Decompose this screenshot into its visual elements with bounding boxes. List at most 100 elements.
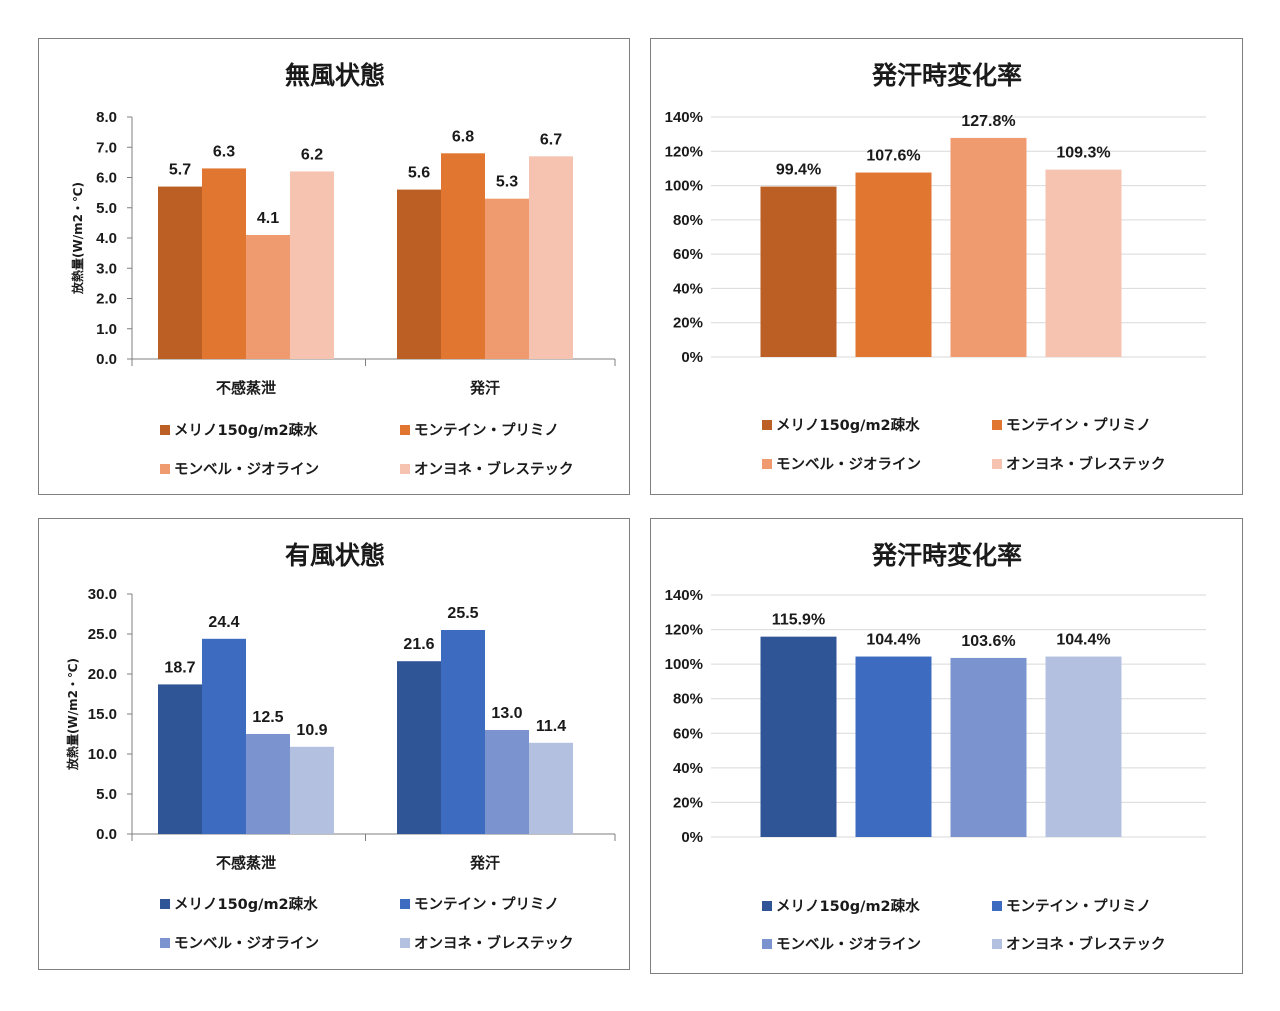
legend-label: モンテイン・プリミノ [414, 422, 559, 439]
legend-swatch [762, 459, 772, 469]
legend-swatch [992, 420, 1002, 430]
y-tick-label: 2.0 [96, 291, 117, 308]
y-tick-label: 80% [673, 212, 703, 229]
bar [760, 186, 837, 357]
chart-panel-windless: 無風状態 0.0 1.0 2.0 3.0 4.0 5.0 6.0 7.0 8.0 放熱量(W/m2・… [38, 38, 630, 495]
bar [441, 153, 485, 359]
y-tick-label: 40% [673, 760, 703, 777]
y-axis-label: 放熱量(W/m2・℃) [65, 658, 80, 771]
data-label: 6.3 [213, 143, 235, 160]
legend-swatch [160, 464, 170, 474]
y-tick-label: 80% [673, 691, 703, 708]
data-label: 24.4 [208, 614, 239, 631]
legend-label: モンテイン・プリミノ [1006, 898, 1151, 915]
legend-swatch [400, 938, 410, 948]
legend-swatch [160, 899, 170, 909]
data-label: 5.6 [408, 165, 430, 182]
data-label: 107.6% [866, 148, 920, 165]
data-label: 13.0 [491, 705, 522, 722]
legend-label: メリノ150g/m2疎水 [174, 421, 318, 439]
data-label: 115.9% [772, 612, 825, 629]
y-tick-label: 140% [665, 587, 703, 604]
chart-panel-sweat-ratio-orange: 発汗時変化率 0% 20% 40% 60% 80% 100% 120% 140% 99.4% 107… [650, 38, 1243, 495]
y-tick-label: 10.0 [88, 746, 117, 763]
chart-title: 有風状態 [285, 541, 385, 570]
data-label: 18.7 [164, 659, 195, 676]
legend-swatch [762, 901, 772, 911]
legend-label: オンヨネ・ブレステック [414, 934, 574, 952]
legend-label: オンヨネ・ブレステック [1006, 935, 1166, 953]
data-label: 11.4 [536, 718, 566, 735]
y-tick-label: 0.0 [96, 826, 117, 843]
y-tick-label: 6.0 [96, 170, 117, 187]
bar [158, 186, 202, 359]
legend-label: モンベル・ジオライン [776, 456, 921, 473]
legend-swatch [400, 899, 410, 909]
legend-label: モンテイン・プリミノ [414, 896, 559, 913]
x-category-label: 発汗 [469, 854, 500, 872]
legend-swatch [400, 464, 410, 474]
legend-swatch [160, 938, 170, 948]
y-tick-label: 20.0 [88, 666, 117, 683]
y-tick-label: 1.0 [96, 321, 117, 338]
data-label: 109.3% [1056, 145, 1110, 162]
y-tick-label: 0% [681, 349, 703, 366]
legend-label: メリノ150g/m2疎水 [174, 895, 318, 913]
y-tick-label: 60% [673, 246, 703, 263]
y-tick-label: 120% [665, 622, 703, 639]
x-category-label: 不感蒸泄 [216, 854, 276, 872]
data-label: 104.4% [866, 632, 920, 649]
legend-label: オンヨネ・ブレステック [1006, 455, 1166, 473]
y-tick-label: 15.0 [88, 706, 117, 723]
y-tick-label: 8.0 [96, 109, 117, 126]
y-tick-label: 30.0 [88, 586, 117, 603]
legend-swatch [400, 425, 410, 435]
y-tick-label: 0.0 [96, 351, 117, 368]
legend-swatch [762, 939, 772, 949]
legend-label: モンテイン・プリミノ [1006, 417, 1151, 434]
bar [855, 172, 932, 357]
y-tick-label: 3.0 [96, 260, 117, 277]
bar [950, 137, 1027, 357]
legend-label: オンヨネ・ブレステック [414, 460, 574, 478]
y-tick-label: 140% [665, 109, 703, 126]
y-tick-label: 40% [673, 280, 703, 297]
data-label: 6.2 [301, 146, 323, 163]
data-label: 5.7 [169, 162, 191, 179]
bar [760, 636, 837, 837]
data-label: 99.4% [776, 162, 821, 179]
x-category-label: 発汗 [469, 379, 500, 397]
bar [397, 661, 441, 834]
y-tick-label: 100% [665, 656, 703, 673]
bar [485, 730, 529, 834]
data-label: 5.3 [496, 174, 518, 191]
chart-sweat-change-rate-blue: 発汗時変化率 0% 20% 40% 60% 80% 100% 120% 140% 115.9% 10… [665, 541, 1206, 953]
y-tick-label: 100% [665, 178, 703, 195]
chart-windless-state: 無風状態 0.0 1.0 2.0 3.0 4.0 5.0 6.0 7.0 8.0 放熱量(W/m2・… [70, 61, 616, 478]
legend-label: モンベル・ジオライン [174, 935, 319, 952]
y-tick-label: 4.0 [96, 230, 117, 247]
x-category-label: 不感蒸泄 [216, 379, 276, 397]
data-label: 127.8% [961, 113, 1015, 130]
data-label: 25.5 [447, 605, 478, 622]
y-tick-label: 5.0 [96, 200, 117, 217]
y-tick-label: 20% [673, 794, 703, 811]
bar [1045, 169, 1122, 357]
legend-label: モンベル・ジオライン [776, 936, 921, 953]
legend-swatch [992, 901, 1002, 911]
data-label: 6.8 [452, 128, 474, 145]
y-tick-label: 25.0 [88, 626, 117, 643]
legend-swatch [992, 939, 1002, 949]
y-tick-label: 7.0 [96, 139, 117, 156]
legend-label: メリノ150g/m2疎水 [776, 897, 920, 915]
data-label: 103.6% [961, 633, 1015, 650]
bar [290, 746, 334, 834]
bar [246, 734, 290, 834]
legend-swatch [992, 459, 1002, 469]
legend-label: メリノ150g/m2疎水 [776, 416, 920, 434]
bar [529, 156, 573, 359]
chart-title: 無風状態 [285, 61, 385, 90]
legend-swatch [762, 420, 772, 430]
legend-label: モンベル・ジオライン [174, 461, 319, 478]
y-tick-label: 5.0 [96, 786, 117, 803]
